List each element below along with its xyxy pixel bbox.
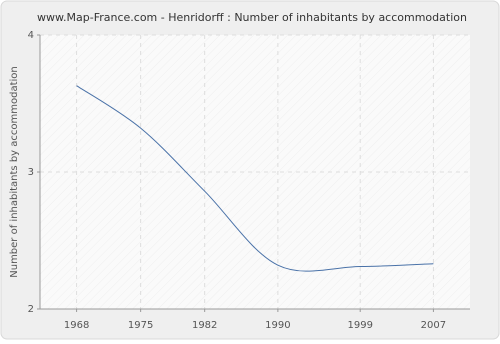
x-tick-label: 2007 bbox=[421, 320, 446, 331]
y-tick-label: 2 bbox=[28, 304, 34, 315]
line bbox=[76, 85, 434, 272]
plot-area bbox=[40, 35, 470, 309]
x-tick-label: 1982 bbox=[192, 320, 217, 331]
y-tick-label: 3 bbox=[28, 167, 34, 178]
x-tick-label: 1990 bbox=[265, 320, 290, 331]
x-tick-label: 1975 bbox=[128, 320, 153, 331]
x-tick-label: 1999 bbox=[347, 320, 372, 331]
chart-title: www.Map-France.com - Henridorff : Number… bbox=[37, 11, 467, 24]
x-tick-label: 1968 bbox=[64, 320, 89, 331]
y-axis-label: Number of inhabitants by accommodation bbox=[9, 66, 20, 278]
y-tick-label: 4 bbox=[28, 30, 34, 41]
